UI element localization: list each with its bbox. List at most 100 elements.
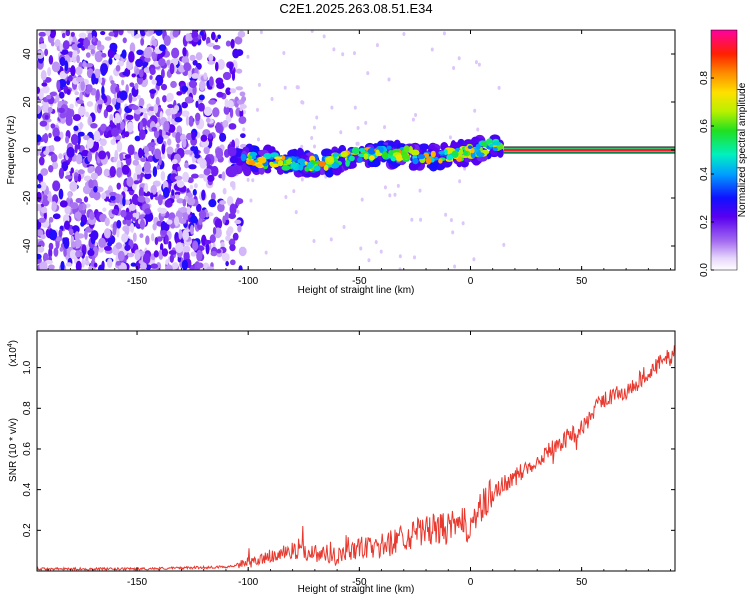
noise-speckle [75,250,81,258]
noise-speckle [83,196,89,203]
noise-speckle [65,136,70,144]
noise-speckle [170,80,177,88]
noise-speckle [225,260,229,267]
noise-speckle [232,48,240,59]
noise-speckle [161,229,167,236]
noise-speckle-sparse [242,127,246,132]
signal-band-blob [462,150,468,156]
noise-speckle [144,182,149,194]
noise-speckle-sparse [366,71,370,76]
signal-band-blob [332,152,339,158]
colorbar-tick-label: 0.0 [699,263,710,277]
noise-speckle [199,31,204,36]
noise-speckle [211,31,216,41]
noise-speckle [144,211,154,222]
signal-band-blob [475,143,481,150]
signal-band-halo [227,146,237,157]
noise-speckle [102,207,107,212]
snr-y-tick-label: 0.2 [22,523,33,537]
noise-speckle [40,206,48,214]
noise-speckle [82,185,92,195]
noise-speckle [187,197,196,206]
noise-speckle [225,87,232,96]
noise-speckle [76,144,81,150]
noise-speckle [179,206,188,213]
signal-band-blob [390,156,397,162]
noise-speckle [83,134,90,141]
noise-speckle [92,35,96,43]
noise-speckle [139,233,144,239]
noise-speckle-sparse [374,240,378,245]
noise-speckle [234,219,242,225]
noise-speckle [169,108,178,115]
noise-speckle [98,150,107,160]
noise-speckle [82,60,87,68]
noise-speckle [116,167,123,178]
noise-speckle-sparse [473,108,477,113]
noise-speckle [171,262,179,270]
noise-speckle [158,207,168,214]
noise-speckle [37,173,43,182]
noise-speckle [195,112,201,122]
noise-speckle [51,61,61,73]
noise-speckle [75,76,85,83]
spectrogram-panel: -150 -100 -50 0 50 -40 -20 0 20 40 Height of str… [6,29,676,296]
noise-speckle [190,251,197,257]
noise-speckle [190,137,198,146]
signal-band-blob [375,149,380,157]
noise-speckle-sparse [352,51,356,56]
noise-speckle [75,260,82,270]
noise-speckle [214,61,219,72]
noise-speckle-sparse [341,52,345,57]
noise-speckle [115,86,120,93]
signal-band-blob [395,154,404,162]
noise-speckle [116,120,121,131]
spectrogram-y-axis: -40 -20 0 20 40 [22,48,675,253]
noise-speckle [115,242,123,250]
noise-speckle [241,95,247,102]
signal-band-blob [403,145,410,153]
noise-speckle [74,91,80,96]
signal-band-blob [249,151,258,157]
noise-speckle [39,181,47,192]
spectrogram-y-tick-label: -20 [22,190,33,205]
noise-speckle [198,210,207,219]
noise-speckle [99,138,107,147]
signal-band-blob [248,160,256,166]
noise-speckle [94,50,104,63]
noise-speckle [150,192,154,200]
noise-speckle-sparse [458,179,462,184]
noise-speckle [100,123,107,132]
noise-speckle-sparse [476,127,480,132]
noise-speckle [67,190,72,199]
noise-speckle [48,55,54,65]
snr-plot-area [37,331,675,571]
signal-band-blob [363,153,369,160]
noise-speckle [215,147,224,160]
noise-speckle [216,82,225,89]
noise-speckle [149,75,153,80]
noise-speckle [105,104,113,113]
noise-speckle [208,133,213,140]
noise-speckle [127,121,134,133]
noise-speckle [60,260,65,270]
noise-speckle [169,254,174,263]
noise-speckle-sparse [393,192,397,197]
noise-speckle [174,216,180,227]
noise-speckle [174,175,183,181]
noise-speckle [170,173,178,182]
noise-speckle [223,105,230,115]
noise-speckle [59,56,66,67]
noise-speckle-sparse [315,115,319,120]
noise-speckle [100,30,106,36]
noise-speckle [203,146,210,155]
noise-speckle [174,191,181,196]
noise-speckle [117,250,125,262]
noise-speckle [122,219,127,225]
signal-band-blob [443,149,448,156]
noise-speckle [122,196,126,207]
noise-speckle [37,50,45,59]
signal-band-blob [269,161,274,166]
noise-speckle [192,59,198,66]
noise-speckle [206,266,215,270]
